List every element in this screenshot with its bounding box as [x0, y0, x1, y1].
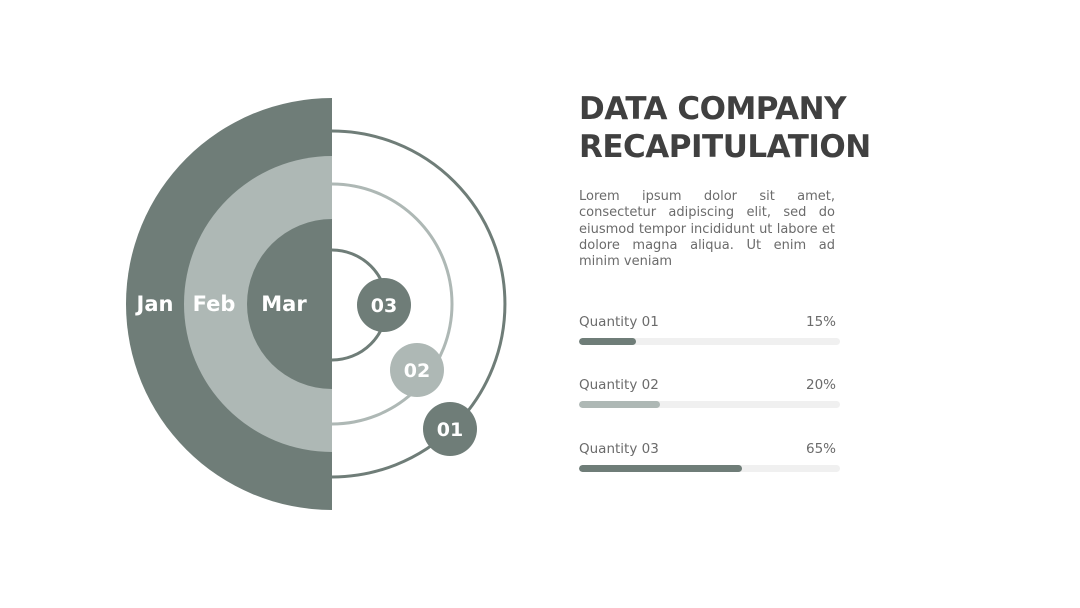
title-line-2: RECAPITULATION [579, 129, 871, 165]
quantity-label: Quantity 01 [579, 314, 659, 330]
progress-track [579, 401, 840, 408]
month-label-mar: Mar [261, 292, 307, 316]
quantity-percent: 20% [805, 377, 836, 393]
progress-fill [579, 338, 637, 345]
marker-02-label: 02 [404, 360, 430, 382]
page-title: DATA COMPANY RECAPITULATION [579, 90, 899, 166]
quantity-percent: 65% [805, 441, 836, 457]
progress-track [579, 465, 840, 472]
mar-half-disc [247, 219, 332, 389]
marker-02-circle [390, 343, 444, 397]
marker-03-label: 03 [371, 295, 397, 317]
marker-01-circle [423, 402, 477, 456]
title-line-1: DATA COMPANY [579, 91, 847, 127]
quantity-label: Quantity 03 [579, 441, 659, 457]
progress-fill [579, 465, 743, 472]
marker-03-circle [357, 278, 411, 332]
outer-ring-arc [331, 129, 507, 479]
description-text: Lorem ipsum dolor sit amet, consectetur … [579, 189, 835, 270]
marker-01-label: 01 [437, 419, 463, 441]
progress-fill [579, 401, 660, 408]
progress-track [579, 338, 840, 345]
middle-ring-arc [331, 182, 454, 426]
month-label-jan: Jan [135, 292, 174, 316]
circular-month-diagram: Jan Feb Mar 03 02 01 [126, 98, 507, 510]
quantity-label: Quantity 02 [579, 377, 659, 393]
quantity-percent: 15% [805, 314, 836, 330]
month-label-feb: Feb [193, 292, 236, 316]
